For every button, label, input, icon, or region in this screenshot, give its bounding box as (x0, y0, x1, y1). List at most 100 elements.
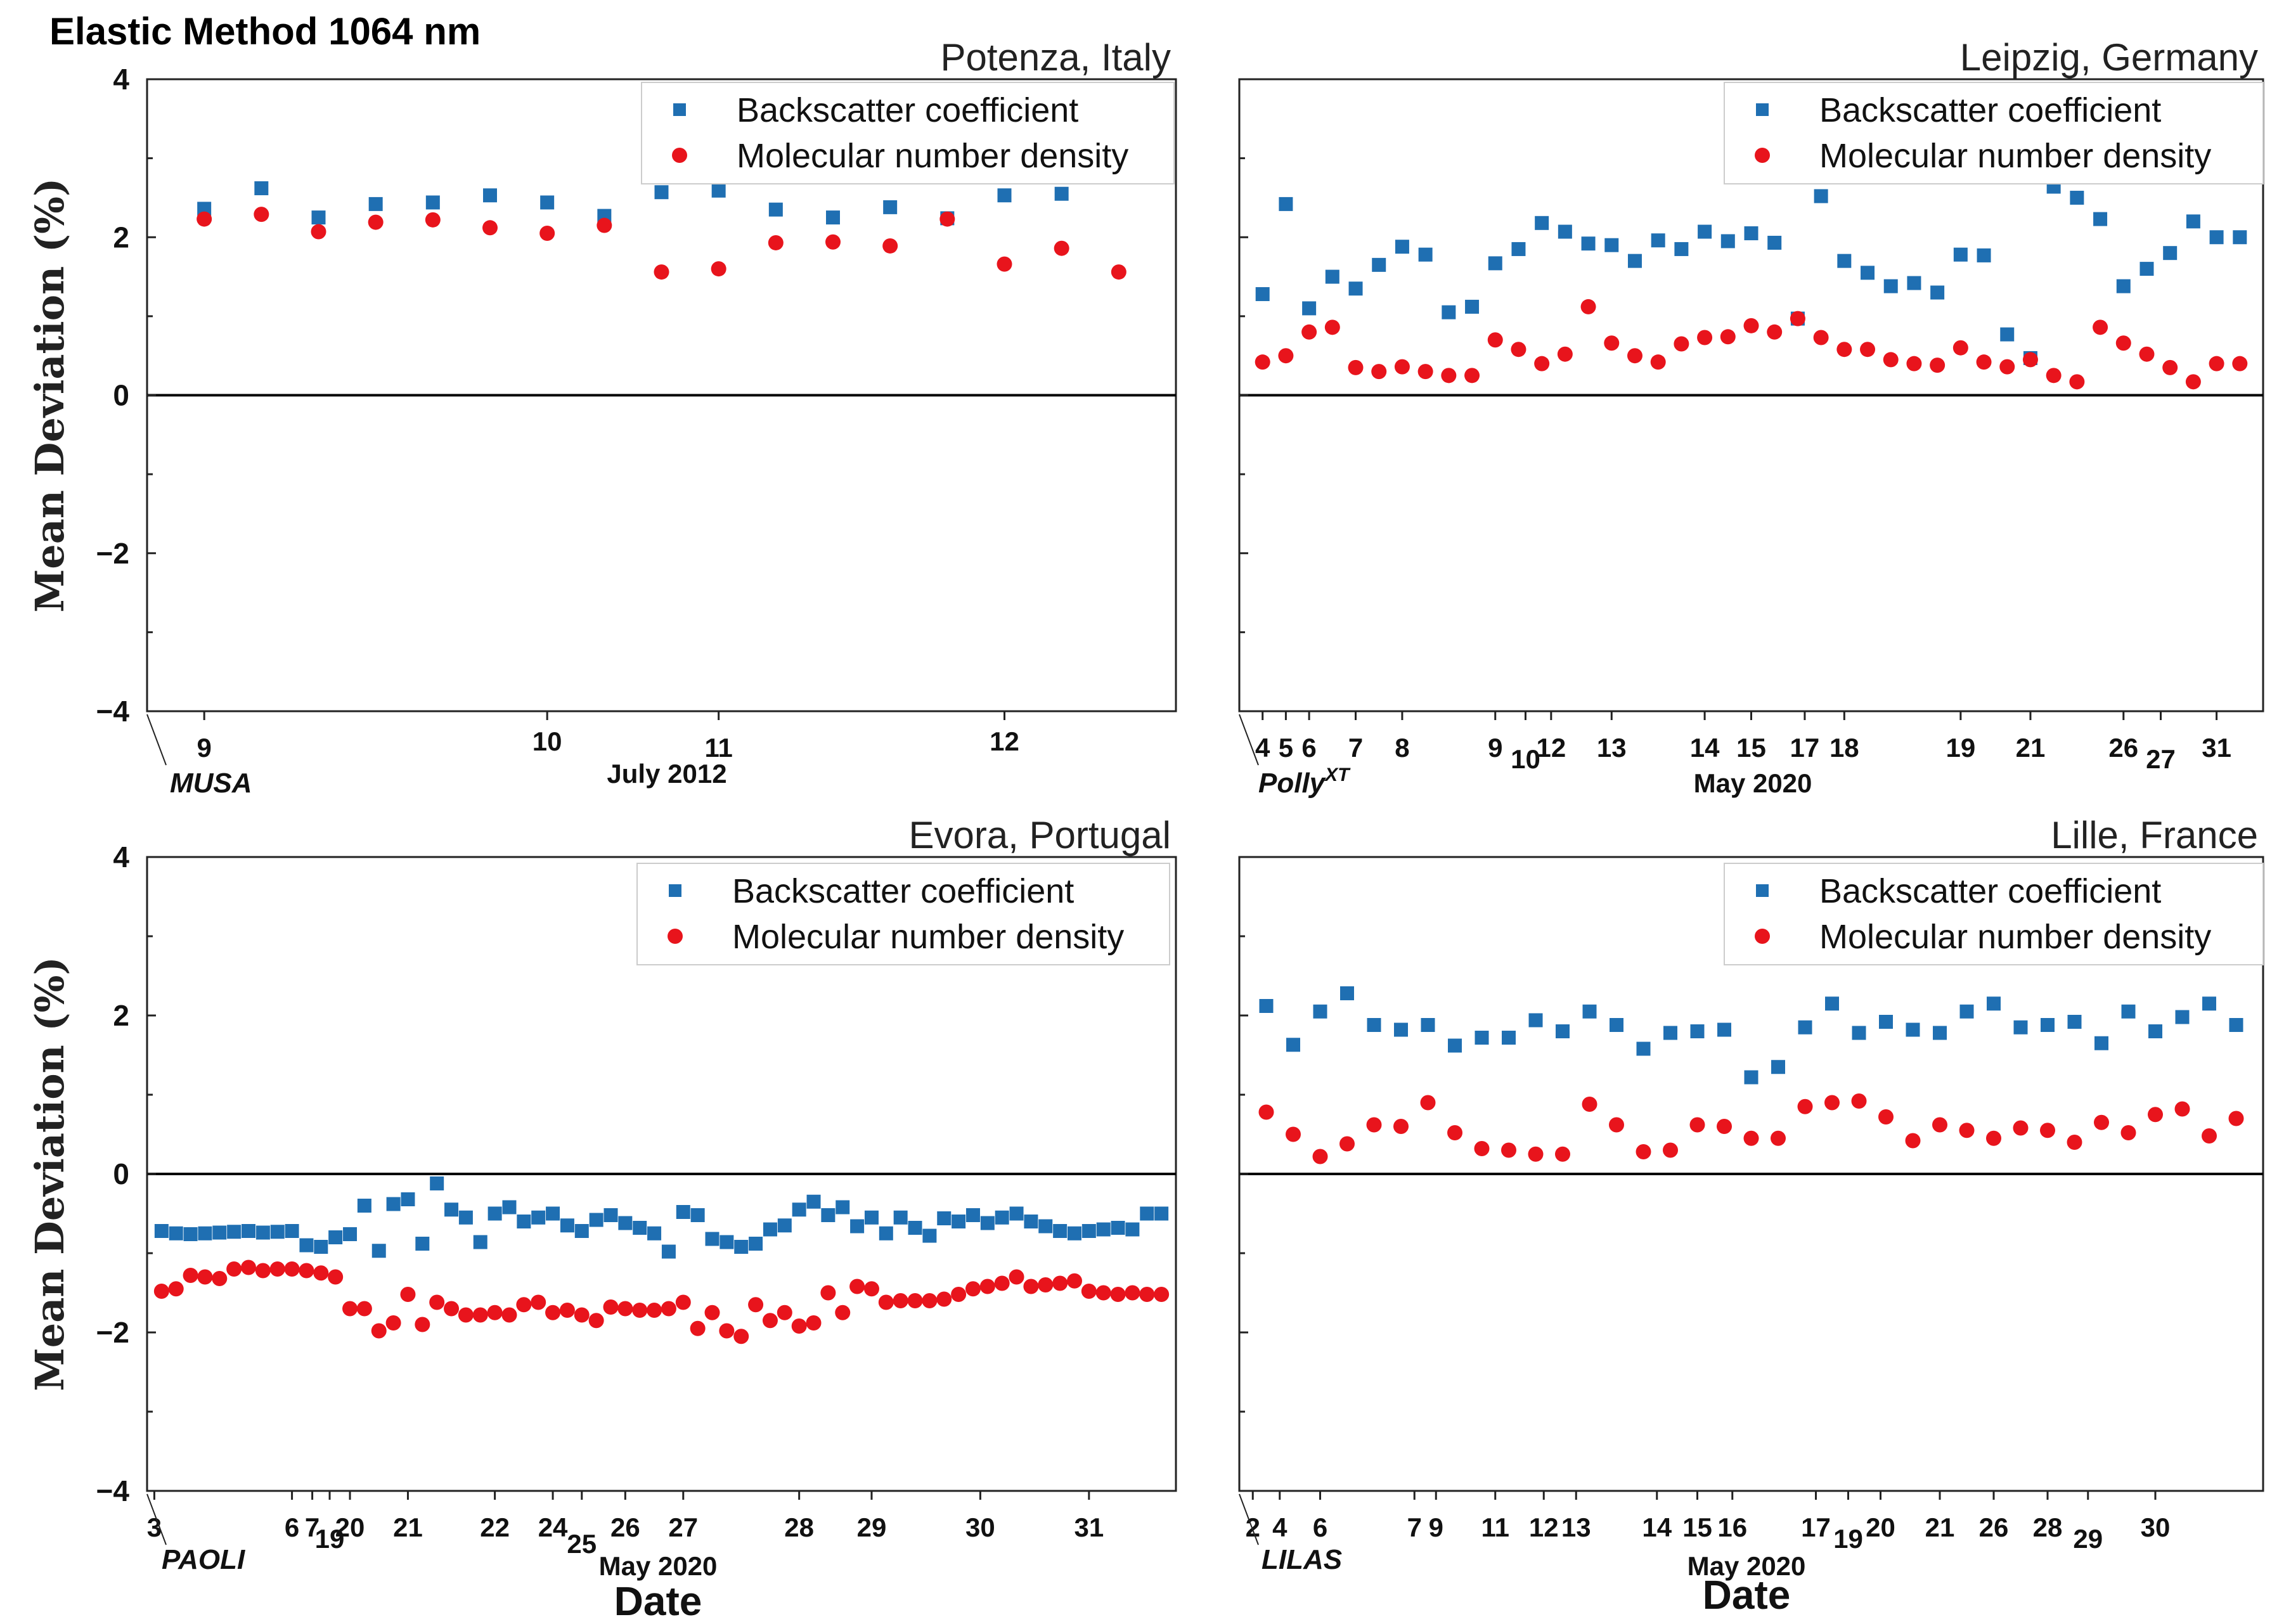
backscatter-point (2094, 1036, 2108, 1050)
molecular-point (2067, 1135, 2082, 1150)
backscatter-point (1255, 287, 1270, 301)
legend-backscatter-marker (673, 103, 686, 116)
molecular-point (2162, 359, 2178, 375)
backscatter-point (227, 1225, 242, 1239)
backscatter-point (1313, 1004, 1327, 1019)
x-tick-label: 20 (1866, 1512, 1895, 1542)
x-tick-label: 19 (1833, 1524, 1863, 1554)
backscatter-point (1906, 1022, 1920, 1037)
backscatter-point (1286, 1038, 1300, 1052)
backscatter-point (2121, 1004, 2136, 1019)
legend-box (1724, 863, 2264, 965)
backscatter-point (864, 1210, 879, 1225)
molecular-point (197, 211, 212, 227)
figure-title: Elastic Method 1064 nm (49, 10, 481, 53)
molecular-point (939, 211, 955, 227)
period-label: May 2020 (599, 1551, 718, 1581)
molecular-point (1663, 1142, 1678, 1158)
backscatter-point (1825, 996, 1839, 1011)
backscatter-point (2163, 246, 2178, 261)
y-tick-label: −4 (96, 1474, 130, 1507)
molecular-point (1650, 354, 1666, 370)
x-tick-label: 10 (532, 726, 562, 756)
backscatter-point (458, 1210, 473, 1225)
backscatter-point (546, 1206, 560, 1221)
x-axis-title: Date (614, 1578, 702, 1624)
backscatter-point (1418, 247, 1433, 262)
instrument-leader (1239, 1493, 1259, 1545)
molecular-point (1487, 332, 1503, 348)
y-tick-label: 2 (113, 999, 129, 1032)
backscatter-point (2000, 327, 2015, 342)
backscatter-point (1053, 1224, 1068, 1238)
backscatter-point (2067, 1015, 2082, 1029)
molecular-point (1717, 1119, 1732, 1134)
legend-molecular-label: Molecular number density (1819, 137, 2211, 175)
molecular-point (197, 1269, 213, 1285)
backscatter-point (1674, 242, 1689, 256)
backscatter-point (883, 200, 898, 214)
backscatter-point (1717, 1022, 1731, 1037)
backscatter-point (1698, 224, 1712, 239)
molecular-point (328, 1269, 344, 1285)
backscatter-point (647, 1226, 662, 1241)
molecular-point (299, 1263, 314, 1279)
backscatter-point (314, 1240, 328, 1254)
x-tick-label: 27 (668, 1512, 698, 1542)
period-label: May 2020 (1694, 768, 1812, 798)
molecular-point (371, 1323, 387, 1339)
backscatter-point (2186, 214, 2200, 229)
backscatter-point (1394, 1022, 1408, 1037)
x-tick-label: 5 (1279, 733, 1293, 763)
instrument-leader (146, 714, 167, 766)
y-tick-label: 2 (113, 221, 129, 254)
x-tick-label: 11 (704, 733, 732, 763)
molecular-point (212, 1271, 228, 1286)
backscatter-point (777, 1218, 792, 1233)
backscatter-point (531, 1210, 546, 1225)
molecular-point (617, 1301, 633, 1317)
molecular-point (1952, 340, 1968, 356)
molecular-point (1883, 352, 1899, 368)
molecular-point (1339, 1136, 1355, 1152)
y-axis-label: Mean Deviation (%) (27, 178, 73, 613)
backscatter-point (1744, 1070, 1759, 1085)
backscatter-point (299, 1238, 314, 1253)
x-tick-label: 16 (1717, 1512, 1747, 1542)
molecular-point (1125, 1285, 1140, 1301)
molecular-point (748, 1297, 764, 1313)
backscatter-point (826, 210, 840, 225)
molecular-point (1999, 359, 2015, 375)
molecular-point (2232, 356, 2248, 371)
backscatter-point (1720, 234, 1735, 248)
x-tick-label: 26 (1979, 1512, 2009, 1542)
molecular-point (1139, 1287, 1155, 1302)
molecular-point (632, 1303, 648, 1318)
x-tick-label: 14 (1642, 1512, 1672, 1542)
molecular-point (849, 1279, 865, 1294)
backscatter-point (1125, 1222, 1140, 1237)
molecular-point (415, 1317, 430, 1332)
legend-box (636, 863, 1170, 965)
molecular-point (559, 1303, 575, 1318)
molecular-point (385, 1315, 401, 1331)
legend-molecular-label: Molecular number density (1819, 918, 2211, 956)
backscatter-point (1581, 236, 1596, 251)
backscatter-point (2139, 262, 2154, 276)
x-tick-label: 6 (285, 1512, 299, 1542)
molecular-point (690, 1320, 706, 1336)
molecular-point (922, 1293, 938, 1308)
molecular-point (1023, 1279, 1039, 1294)
backscatter-point (1814, 189, 1828, 203)
molecular-point (1771, 1130, 1786, 1146)
x-tick-label: 13 (1561, 1512, 1591, 1542)
backscatter-point (425, 195, 440, 210)
molecular-point (1743, 318, 1759, 333)
molecular-point (1038, 1277, 1054, 1292)
backscatter-point (1582, 1004, 1597, 1019)
legend-box (641, 82, 1175, 184)
backscatter-point (937, 1211, 952, 1225)
backscatter-point (980, 1216, 995, 1230)
backscatter-point (2229, 1018, 2243, 1032)
molecular-point (2209, 356, 2224, 371)
